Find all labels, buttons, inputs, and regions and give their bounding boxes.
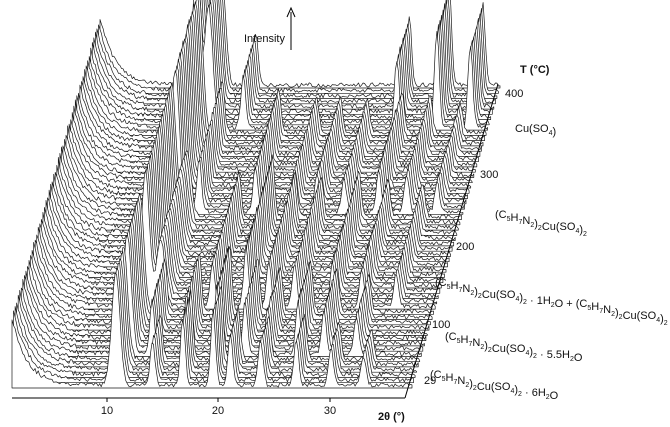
pattern-trace (11, 272, 413, 389)
t-tick-label: 300 (480, 169, 498, 181)
intensity-arrow-head (286, 6, 296, 18)
phase-label: (C5H7N2)2Cu(SO4)2 · 5.5H2O (445, 331, 583, 364)
pattern-trace (96, 0, 498, 99)
x-tick-label: 10 (101, 405, 113, 417)
x-axis-title: 2θ (°) (378, 411, 405, 423)
t-tick-label: 29 (424, 375, 436, 387)
y-axis-title: Intensity (244, 33, 285, 45)
phase-label: (C5H7N2)2Cu(SO4)2 (495, 209, 587, 238)
x-tick-label: 20 (212, 405, 224, 417)
phase-labels: Cu(SO4) (C5H7N2)2Cu(SO4)2 (C5H7N2)2Cu(SO4)… (430, 123, 668, 402)
phase-label: Cu(SO4) (515, 123, 556, 138)
t-axis-line (404, 83, 499, 399)
x-tick-label: 30 (324, 405, 336, 417)
phase-label: (C5H7N2)2Cu(SO4)2 · 1H2O + (C5H7N2)2Cu(S… (435, 277, 668, 327)
t-axis-title: T (°C) (520, 64, 550, 76)
phase-label: (C5H7N2)2Cu(SO4)2 · 6H2O (430, 369, 559, 402)
axes: 10 20 30 2θ (°) 29 100 200 300 400 T (°C… (12, 6, 550, 423)
t-tick-label: 200 (456, 241, 474, 253)
t-tick-label: 100 (432, 319, 450, 331)
t-tick-label: 400 (505, 88, 523, 100)
waterfall-traces (11, 0, 501, 389)
